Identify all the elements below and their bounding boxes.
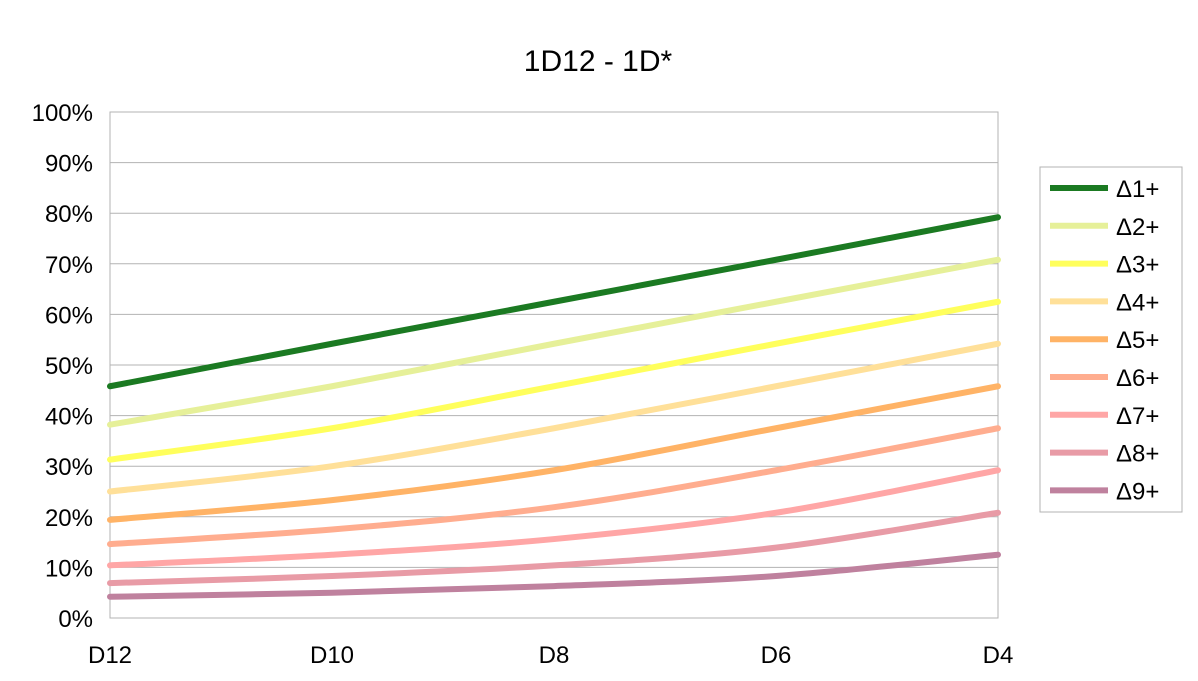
legend-label: Δ1+ xyxy=(1116,176,1159,203)
legend-label: Δ5+ xyxy=(1116,327,1159,354)
legend-label: Δ8+ xyxy=(1116,441,1159,468)
gridlines xyxy=(109,111,999,619)
y-tick-label: 10% xyxy=(45,555,93,582)
y-tick-label: 80% xyxy=(45,201,93,228)
legend-label: Δ7+ xyxy=(1116,403,1159,430)
y-tick-label: 60% xyxy=(45,302,93,329)
y-tick-label: 20% xyxy=(45,505,93,532)
y-tick-label: 90% xyxy=(45,151,93,178)
series-line-9 xyxy=(107,551,1001,600)
series-lines xyxy=(107,214,1001,600)
chart-title: 1D12 - 1D* xyxy=(524,45,673,78)
legend-label: Δ4+ xyxy=(1116,289,1159,316)
plot-frame xyxy=(109,111,999,619)
series-line-8 xyxy=(107,509,1001,587)
y-tick-label: 50% xyxy=(45,353,93,380)
series-line-6 xyxy=(107,425,1001,548)
y-tick-label: 40% xyxy=(45,404,93,431)
x-tick-label: D4 xyxy=(983,642,1014,669)
x-tick-label: D12 xyxy=(88,642,132,669)
legend-label: Δ6+ xyxy=(1116,365,1159,392)
series-line-2 xyxy=(107,256,1001,428)
y-tick-label: 0% xyxy=(58,606,93,633)
legend-label: Δ9+ xyxy=(1116,478,1159,505)
legend-label: Δ2+ xyxy=(1116,214,1159,241)
x-tick-label: D6 xyxy=(761,642,792,669)
series-line-3 xyxy=(107,298,1001,463)
y-tick-label: 100% xyxy=(32,100,93,127)
series-line-4 xyxy=(107,340,1001,495)
y-axis-ticks: 0% 10% 20% 30% 40% 50% 60% 70% 80% 90% 100% xyxy=(32,100,93,633)
x-axis-ticks: D12 D10 D8 D6 D4 xyxy=(88,642,1013,669)
y-tick-label: 70% xyxy=(45,252,93,279)
legend: Δ1+ Δ2+ Δ3+ Δ4+ Δ5+ Δ6+ Δ7+ Δ8+ Δ9+ xyxy=(1039,166,1183,513)
series-line-1 xyxy=(107,214,1001,390)
x-tick-label: D10 xyxy=(310,642,354,669)
x-tick-label: D8 xyxy=(539,642,570,669)
series-line-5 xyxy=(107,383,1001,523)
series-line-7 xyxy=(107,467,1001,569)
legend-label: Δ3+ xyxy=(1116,252,1159,279)
y-tick-label: 30% xyxy=(45,454,93,481)
